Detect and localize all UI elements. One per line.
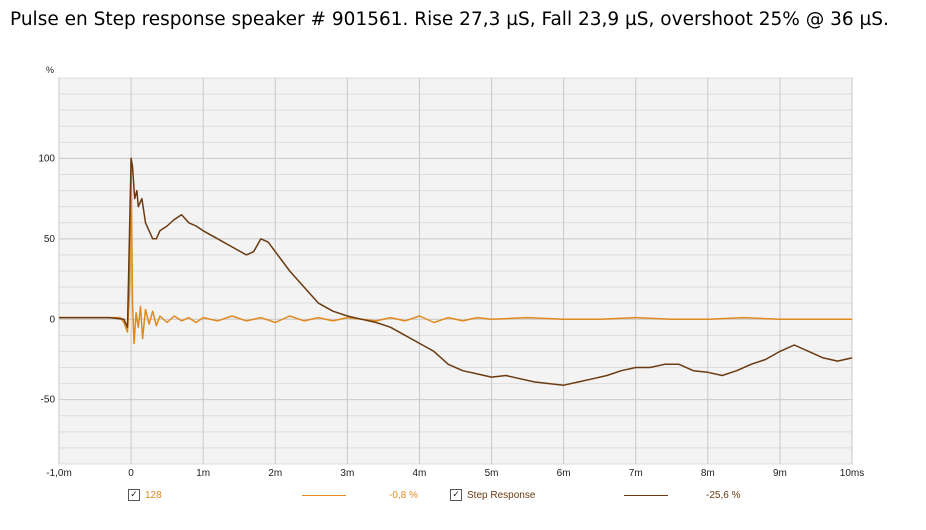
x-tick-label: 5m xyxy=(485,468,499,479)
series-line-0 xyxy=(59,157,852,345)
legend-value-128: -0,8 % xyxy=(389,490,418,501)
y-tick-label: 50 xyxy=(44,234,56,245)
legend-name-128: 128 xyxy=(145,490,162,501)
y-tick-label: 0 xyxy=(49,314,55,325)
x-tick-label: 3m xyxy=(340,468,354,479)
x-tick-label: -1,0m xyxy=(46,468,72,479)
y-tick-label: 100 xyxy=(38,153,55,164)
x-tick-label: 1m xyxy=(196,468,210,479)
legend-checkbox-step-response[interactable]: ✓ xyxy=(450,489,462,501)
x-tick-label: 4m xyxy=(413,468,427,479)
x-tick-label: 2m xyxy=(268,468,282,479)
y-axis-label: % xyxy=(46,65,54,75)
y-tick-label: -50 xyxy=(41,395,56,406)
x-tick-label: 9m xyxy=(773,468,787,479)
x-tick-label: 7m xyxy=(629,468,643,479)
x-tick-label: 6m xyxy=(557,468,571,479)
x-tick-label: 0 xyxy=(128,468,134,479)
legend-line-step-response xyxy=(624,495,668,496)
legend-value-step-response: -25,6 % xyxy=(706,490,741,501)
legend-checkbox-128[interactable]: ✓ xyxy=(128,489,140,501)
series-line-1 xyxy=(59,157,853,386)
chart-title: Pulse en Step response speaker # 901561.… xyxy=(10,9,889,30)
legend-line-128 xyxy=(302,495,346,496)
x-tick-label: 8m xyxy=(701,468,715,479)
x-tick-label: 10ms xyxy=(840,468,864,479)
legend-name-step-response: Step Response xyxy=(467,490,536,501)
